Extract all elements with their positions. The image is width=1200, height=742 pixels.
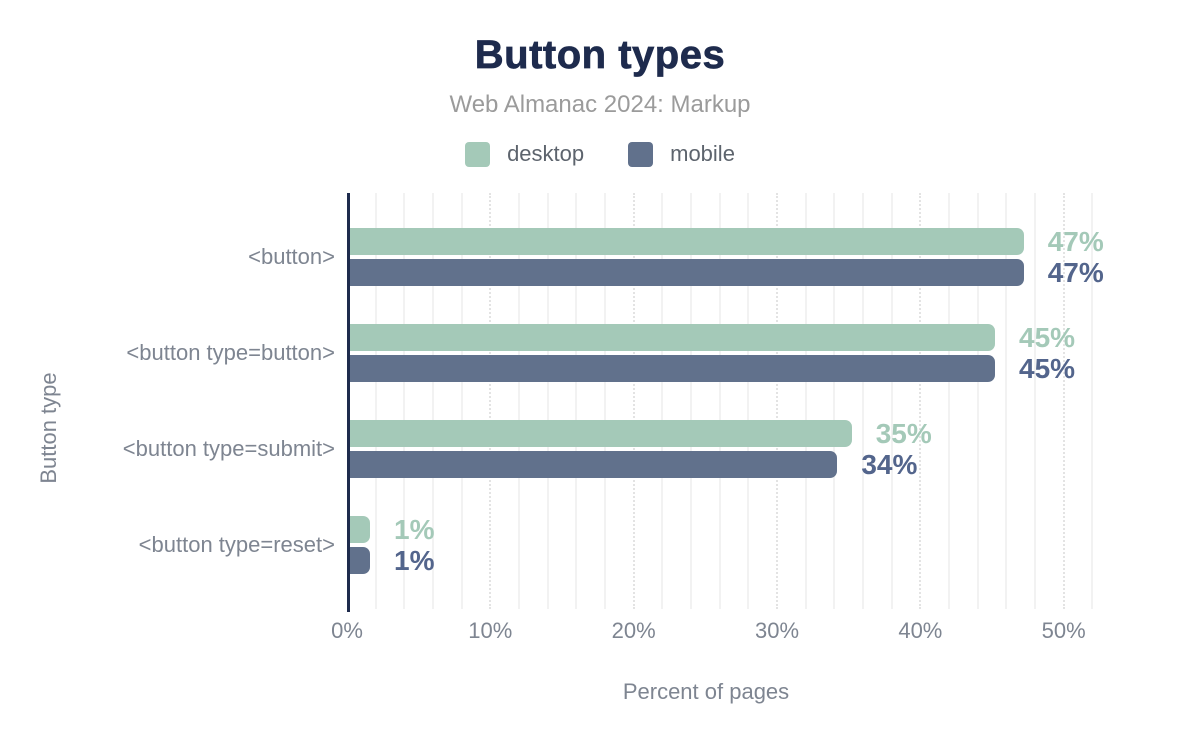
category-label-2: <button type=submit> [122,436,335,461]
gridline-minor [518,193,520,609]
x-tick-label-3: 30% [754,618,800,643]
gridline-major [489,193,492,609]
gridline-minor [403,193,406,609]
value-label-desktop-1: 45% [1019,322,1076,353]
value-label-mobile-0: 47% [1047,257,1104,288]
category-label-1: <button type=button> [126,340,335,365]
legend-label-desktop: desktop [507,141,585,166]
legend: desktop mobile [0,141,1200,167]
gridline-minor [718,193,721,609]
gridline-minor [976,193,979,609]
gridline-minor [1005,193,1008,609]
gridline-minor [604,193,606,609]
legend-item-desktop: desktop [465,141,584,167]
value-label-desktop-2: 35% [875,418,932,449]
x-tick-label-4: 40% [898,618,943,643]
gridline-major [919,193,922,609]
bar-desktop-0 [350,228,1024,255]
bar-desktop-2 [350,420,852,447]
gridline-major [776,193,779,609]
value-label-desktop-0: 47% [1047,226,1104,257]
gridline-minor [948,193,951,609]
y-axis-title: Button type [36,372,61,484]
gridline-major [1062,193,1065,609]
gridline-minor [862,193,865,609]
legend-swatch-desktop [465,141,491,167]
gridline-minor [661,193,664,609]
plot-area: 47% 47% 45% 45% 35% 34% 1% 1% [347,193,1105,612]
bar-desktop-1 [350,324,996,351]
gridline-minor [747,193,750,609]
bar-mobile-2 [350,451,838,478]
x-tick-label-2: 20% [611,618,656,643]
gridline-minor [890,193,893,609]
x-tick-label-5: 50% [1041,618,1086,643]
bar-mobile-1 [350,355,996,382]
gridline-minor [1091,193,1094,609]
value-label-mobile-3: 1% [394,545,435,576]
gridline-minor [374,193,377,609]
category-label-0: <button> [248,244,335,269]
gridline-minor [833,193,836,609]
chart-title: Button types [474,33,726,78]
value-label-desktop-3: 1% [394,514,435,545]
gridline-minor [546,193,549,609]
gridline-minor [1034,193,1037,609]
gridline-major [632,193,635,609]
legend-label-mobile: mobile [670,141,735,166]
gridline-minor [690,193,693,609]
x-tick-label-0: 0% [331,618,363,643]
y-axis-line [347,193,350,612]
legend-item-mobile: mobile [628,141,735,167]
bar-desktop-3 [350,516,370,543]
bar-mobile-0 [350,259,1024,286]
gridline-minor [460,193,463,609]
category-label-3: <button type=reset> [138,532,335,557]
gridline-minor [804,193,807,609]
value-label-mobile-1: 45% [1019,353,1076,384]
chart-subtitle: Web Almanac 2024: Markup [449,91,751,118]
value-label-mobile-2: 34% [861,449,918,480]
gridline-minor [432,193,434,609]
bar-mobile-3 [350,547,370,574]
x-tick-label-1: 10% [468,618,513,643]
gridline-minor [575,193,578,609]
legend-swatch-mobile [628,141,654,167]
x-axis-title: Percent of pages [622,679,790,704]
